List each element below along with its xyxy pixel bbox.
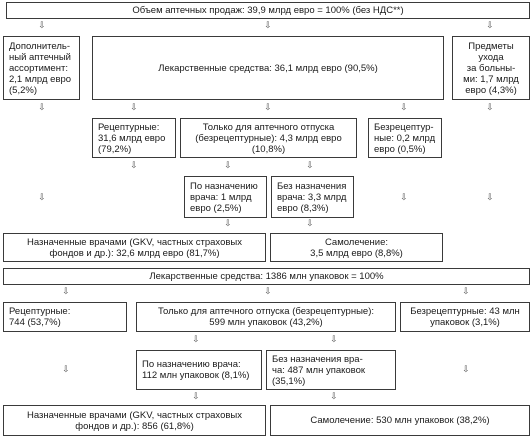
arrow-down-icon: ⇩ bbox=[486, 193, 494, 203]
otc-value-label: Безрецептур- ные: 0,2 млрд евро (0,5%) bbox=[374, 121, 436, 155]
arrow-down-icon: ⇩ bbox=[192, 392, 200, 402]
arrow-down-icon: ⇩ bbox=[400, 103, 408, 113]
arrow-down-icon: ⇩ bbox=[62, 365, 70, 375]
arrow-down-icon: ⇩ bbox=[224, 161, 232, 171]
arrow-down-icon: ⇩ bbox=[486, 103, 494, 113]
doctors-value-box: Назначенные врачами (GKV, частных страхо… bbox=[3, 233, 266, 262]
total-sales-box: Объем аптечных продаж: 39,9 млрд евро = … bbox=[6, 2, 530, 19]
arrow-down-icon: ⇩ bbox=[264, 287, 272, 297]
unprescribed-value-label: Без назначения врача: 3,3 млрд евро (8,3… bbox=[277, 180, 347, 214]
arrow-down-icon: ⇩ bbox=[462, 365, 470, 375]
pharmacy-only-value-box: Только для аптечного отпуска (безрецепту… bbox=[180, 118, 357, 158]
arrow-down-icon: ⇩ bbox=[38, 103, 46, 113]
otc-packs-box: Безрецептурные: 43 млн упаковок (3,1%) bbox=[400, 302, 530, 332]
arrow-down-icon: ⇩ bbox=[130, 103, 138, 113]
arrow-down-icon: ⇩ bbox=[330, 392, 338, 402]
medicines-value-label: Лекарственные средства: 36,1 млрд евро (… bbox=[158, 62, 378, 74]
arrow-down-icon: ⇩ bbox=[38, 193, 46, 203]
selfmed-packs-label: Самолечение: 530 млн упаковок (38,2%) bbox=[310, 415, 490, 426]
arrow-down-icon: ⇩ bbox=[306, 219, 314, 229]
care-items-label: Предметы уходa за больны- ми: 1,7 млрд е… bbox=[463, 40, 519, 96]
care-items-box: Предметы уходa за больны- ми: 1,7 млрд е… bbox=[452, 36, 530, 100]
arrow-down-icon: ⇩ bbox=[62, 287, 70, 297]
arrow-down-icon: ⇩ bbox=[486, 21, 494, 31]
doctors-packs-box: Назначенные врачами (GKV, частных страхо… bbox=[3, 405, 266, 436]
arrow-down-icon: ⇩ bbox=[264, 103, 272, 113]
otc-packs-label: Безрецептурные: 43 млн упаковок (3,1%) bbox=[410, 306, 520, 328]
unprescribed-packs-label: Без назначения вра- ча: 487 млн упаковок… bbox=[272, 353, 366, 387]
rx-packs-box: Рецептурные: 744 (53,7%) bbox=[3, 302, 127, 332]
rx-value-label: Рецептурные: 31,6 млрд евро (79,2%) bbox=[98, 121, 166, 155]
medicines-packs-label: Лекарственные средства: 1386 млн упаково… bbox=[149, 271, 384, 282]
arrow-down-icon: ⇩ bbox=[306, 161, 314, 171]
pharmacy-only-packs-box: Только для аптечного отпуска (безрецепту… bbox=[136, 302, 396, 332]
medicines-value-box: Лекарственные средства: 36,1 млрд евро (… bbox=[92, 36, 444, 100]
rx-value-box: Рецептурные: 31,6 млрд евро (79,2%) bbox=[92, 118, 176, 158]
prescribed-value-box: По назначению врача: 1 млрд евро (2,5%) bbox=[184, 176, 267, 218]
arrow-down-icon: ⇩ bbox=[192, 335, 200, 345]
prescribed-packs-box: По назначению врача: 112 млн упаковок (8… bbox=[136, 350, 262, 390]
arrow-down-icon: ⇩ bbox=[400, 193, 408, 203]
selfmed-packs-box: Самолечение: 530 млн упаковок (38,2%) bbox=[270, 405, 530, 436]
additional-assortment-box: Дополнитель- ный аптечный ассортимент: 2… bbox=[3, 36, 80, 100]
total-sales-label: Объем аптечных продаж: 39,9 млрд евро = … bbox=[132, 5, 404, 16]
medicines-packs-box: Лекарственные средства: 1386 млн упаково… bbox=[3, 268, 530, 285]
rx-packs-label: Рецептурные: 744 (53,7%) bbox=[9, 306, 71, 328]
otc-value-box: Безрецептур- ные: 0,2 млрд евро (0,5%) bbox=[368, 118, 442, 158]
arrow-down-icon: ⇩ bbox=[330, 335, 338, 345]
prescribed-packs-label: По назначению врача: 112 млн упаковок (8… bbox=[142, 359, 250, 381]
arrow-down-icon: ⇩ bbox=[264, 21, 272, 31]
selfmed-value-label: Самолечение: 3,5 млрд евро (8,8%) bbox=[310, 236, 403, 259]
arrow-down-icon: ⇩ bbox=[130, 161, 138, 171]
doctors-packs-label: Назначенные врачами (GKV, частных страхо… bbox=[27, 409, 242, 432]
doctors-value-label: Назначенные врачами (GKV, частных страхо… bbox=[27, 236, 242, 259]
prescribed-value-label: По назначению врача: 1 млрд евро (2,5%) bbox=[190, 180, 258, 214]
selfmed-value-box: Самолечение: 3,5 млрд евро (8,8%) bbox=[270, 233, 443, 262]
arrow-down-icon: ⇩ bbox=[462, 287, 470, 297]
unprescribed-value-box: Без назначения врача: 3,3 млрд евро (8,3… bbox=[271, 176, 354, 218]
pharmacy-only-packs-label: Только для аптечного отпуска (безрецепту… bbox=[157, 306, 375, 328]
pharmacy-only-value-label: Только для аптечного отпуска (безрецепту… bbox=[195, 121, 342, 155]
additional-assortment-label: Дополнитель- ный аптечный ассортимент: 2… bbox=[9, 40, 72, 96]
unprescribed-packs-box: Без назначения вра- ча: 487 млн упаковок… bbox=[266, 350, 396, 390]
arrow-down-icon: ⇩ bbox=[224, 219, 232, 229]
arrow-down-icon: ⇩ bbox=[38, 21, 46, 31]
